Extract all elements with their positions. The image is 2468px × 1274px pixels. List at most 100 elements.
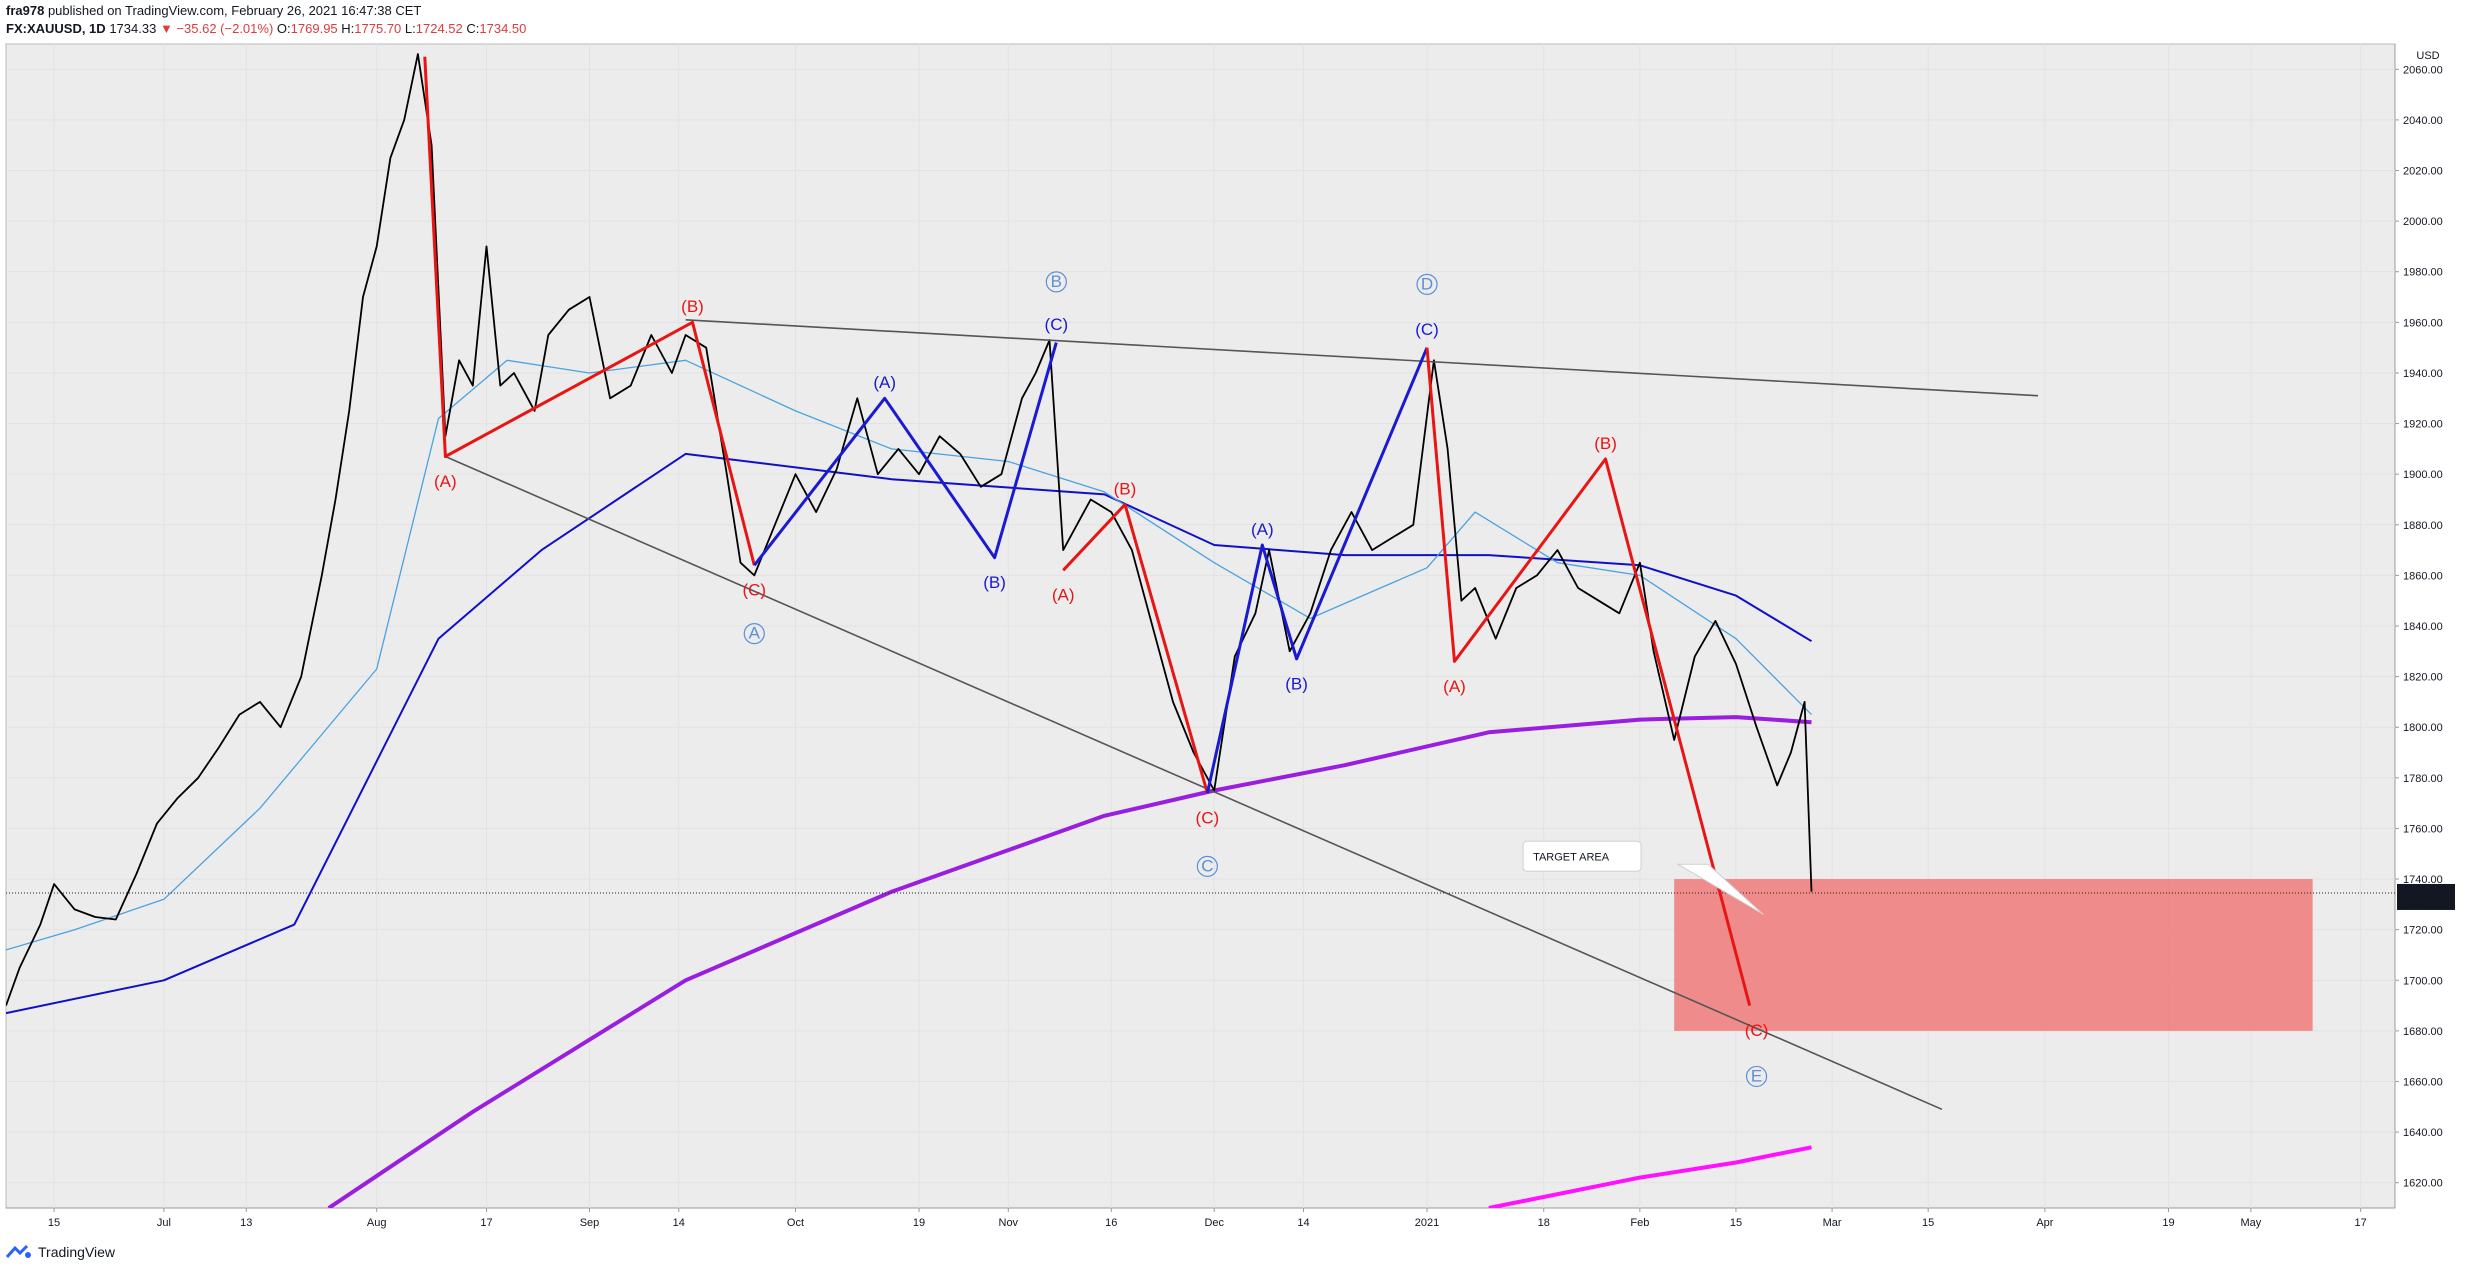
y-tick-label: 1760.00	[2403, 823, 2443, 835]
y-tick-label: 1900.00	[2403, 469, 2443, 481]
series-ma-fast	[6, 359, 1812, 951]
wave-label-blue: (C)	[1045, 315, 1069, 334]
x-tick-label: 18	[1538, 1217, 1550, 1229]
wave-circle	[1045, 271, 1067, 293]
wave-circle-label: A	[749, 624, 761, 643]
wave-label-blue: (A)	[873, 373, 896, 392]
x-tick-label: Apr	[2036, 1217, 2053, 1229]
x-tick-label: 19	[913, 1217, 925, 1229]
trendline-upper	[685, 319, 2039, 397]
wave-circle-label: B	[1051, 272, 1062, 291]
price-tag-value: 1734.50	[2406, 887, 2446, 899]
symbol-info: FX:XAUUSD, 1D 1734.33 ▼ −35.62 (−2.01%) …	[6, 21, 526, 36]
x-tick-label: 15	[48, 1217, 60, 1229]
wave-circle-label: D	[1421, 274, 1433, 293]
x-tick-label: Dec	[1204, 1217, 1224, 1229]
x-tick-label: Oct	[787, 1217, 804, 1229]
y-tick-label: 1980.00	[2403, 267, 2443, 279]
y-tick-label: 1860.00	[2403, 570, 2443, 582]
series-price	[6, 53, 1813, 1006]
wave-label-blue: (C)	[1415, 320, 1439, 339]
low-value: 1724.52	[415, 21, 463, 36]
x-tick-label: 13	[240, 1217, 252, 1229]
x-axis[interactable]: 15 Jul 13 Aug 17 Sep 14 Oct 19 Nov 16 Dec 14 2021 18 Fe…	[48, 1208, 2367, 1229]
x-tick-label: 14	[673, 1217, 685, 1229]
last-price: 1734.33	[109, 21, 157, 36]
series-ma-long	[1488, 1145, 1812, 1208]
wave-label-red: (C)	[1745, 1021, 1769, 1040]
y-tick-label: 1640.00	[2403, 1127, 2443, 1139]
wave-path-red	[1425, 347, 1752, 1006]
price-change: −35.62 (−2.01%)	[176, 21, 274, 36]
price-tag-box	[2397, 883, 2455, 910]
callout-box[interactable]	[1522, 840, 1642, 872]
low-label: L:	[404, 21, 416, 36]
x-tick-label: 17	[2355, 1217, 2367, 1229]
target-area-layer	[1674, 879, 2313, 1031]
x-tick-label: 2021	[1415, 1217, 1439, 1229]
x-tick-label: May	[2240, 1217, 2261, 1229]
series-ma-mid	[6, 452, 1813, 1015]
wave-circle-label: E	[1751, 1066, 1762, 1085]
wave-path-blue	[1205, 347, 1429, 794]
brand-name: TradingView	[38, 1244, 116, 1260]
x-tick-label: Mar	[1823, 1217, 1842, 1229]
y-tick-label: 1660.00	[2403, 1076, 2443, 1088]
y-axis-unit: USD	[2416, 50, 2439, 62]
wave-label-red: (A)	[1052, 586, 1075, 605]
y-tick-label: 1840.00	[2403, 621, 2443, 633]
wave-label-layer: (B) (A) (C) A (A) (B) (C) B (A) (B) (C) C (A) (B) (C) D…	[434, 271, 1769, 1088]
close-value: 1734.50	[479, 21, 527, 36]
x-tick-label: Jul	[157, 1217, 171, 1229]
high-label: H:	[341, 21, 355, 36]
x-tick-label: Feb	[1630, 1217, 1649, 1229]
wave-label-blue: (B)	[983, 573, 1006, 592]
tradingview-footer[interactable]: TradingView	[6, 1244, 115, 1260]
annotation-layer: TARGET AREA	[1522, 840, 1764, 915]
wave-label-red: (B)	[1594, 434, 1617, 453]
x-tick-label: Sep	[580, 1217, 600, 1229]
wave-path-layer	[423, 56, 1752, 1006]
wave-path-red	[1062, 503, 1209, 794]
publish-info: fra978 published on TradingView.com, Feb…	[6, 3, 421, 18]
y-tick-label: 2000.00	[2403, 216, 2443, 228]
author-name[interactable]: fra978	[6, 3, 45, 18]
series-layer	[6, 53, 2395, 1208]
y-tick-label: 1720.00	[2403, 925, 2443, 937]
wave-label-red: (B)	[1114, 479, 1137, 498]
symbol-label: FX:XAUUSD, 1D	[6, 21, 106, 36]
y-tick-label: 1820.00	[2403, 672, 2443, 684]
wave-circle	[743, 622, 765, 645]
wave-path-red	[423, 56, 756, 566]
close-label: C:	[466, 21, 480, 36]
x-tick-label: Aug	[367, 1217, 387, 1229]
wave-label-red: (C)	[742, 581, 766, 600]
x-tick-label: 16	[1105, 1217, 1117, 1229]
x-tick-label: Nov	[999, 1217, 1019, 1229]
y-tick-label: 1740.00	[2403, 874, 2443, 886]
y-axis[interactable]: USD 2060.00 2040.00 2020.00 2000.00 1980.00 19…	[2395, 50, 2443, 1190]
wave-label-blue: (A)	[1251, 520, 1274, 539]
down-triangle-icon: ▼	[159, 21, 173, 36]
high-value: 1775.70	[354, 21, 402, 36]
publish-text: published on TradingView.com, February 2…	[47, 3, 422, 18]
wave-label-red: (B)	[681, 297, 704, 316]
y-tick-label: 1940.00	[2403, 368, 2443, 380]
x-tick-label: 19	[2162, 1217, 2174, 1229]
y-tick-label: 1780.00	[2403, 773, 2443, 785]
wave-label-red: (A)	[1443, 677, 1466, 696]
x-tick-label: 15	[1730, 1217, 1742, 1229]
trendline-layer	[445, 319, 2039, 1111]
wave-label-blue: (B)	[1285, 674, 1308, 693]
y-tick-label: 2020.00	[2403, 166, 2443, 178]
x-tick-label: 17	[480, 1217, 492, 1229]
y-tick-label: 2040.00	[2403, 115, 2443, 127]
callout-text: TARGET AREA	[1533, 851, 1610, 863]
open-label: O:	[276, 21, 291, 36]
x-tick-label: 15	[1922, 1217, 1934, 1229]
y-tick-label: 1680.00	[2403, 1026, 2443, 1038]
grid	[6, 44, 2395, 1208]
price-tag-countdown: 06:12:22	[2405, 898, 2448, 910]
